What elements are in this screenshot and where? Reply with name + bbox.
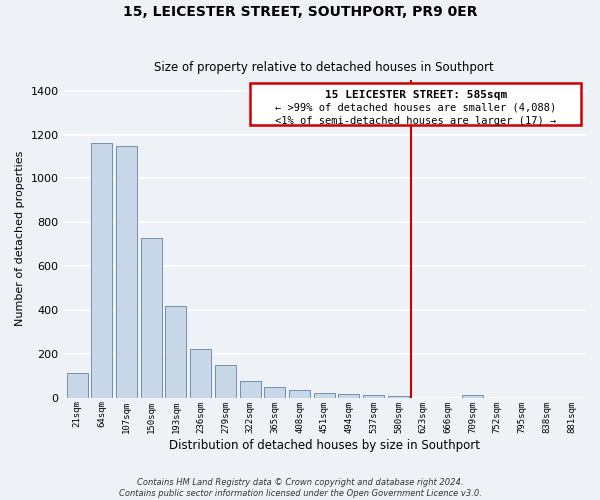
- Bar: [141, 238, 162, 398]
- Bar: [338, 394, 359, 398]
- Text: <1% of semi-detached houses are larger (17) →: <1% of semi-detached houses are larger (…: [275, 116, 556, 126]
- Text: ← >99% of detached houses are smaller (4,088): ← >99% of detached houses are smaller (4…: [275, 103, 556, 113]
- Bar: [239, 381, 260, 398]
- Bar: [388, 396, 409, 398]
- Title: Size of property relative to detached houses in Southport: Size of property relative to detached ho…: [154, 62, 494, 74]
- Bar: [363, 396, 384, 398]
- Bar: [190, 350, 211, 398]
- Bar: [166, 306, 187, 398]
- Bar: [67, 374, 88, 398]
- Text: Contains HM Land Registry data © Crown copyright and database right 2024.
Contai: Contains HM Land Registry data © Crown c…: [119, 478, 481, 498]
- FancyBboxPatch shape: [250, 83, 581, 124]
- Text: 15, LEICESTER STREET, SOUTHPORT, PR9 0ER: 15, LEICESTER STREET, SOUTHPORT, PR9 0ER: [123, 5, 477, 19]
- Bar: [215, 364, 236, 398]
- Bar: [462, 396, 483, 398]
- Y-axis label: Number of detached properties: Number of detached properties: [15, 151, 25, 326]
- Text: 15 LEICESTER STREET: 585sqm: 15 LEICESTER STREET: 585sqm: [325, 90, 507, 100]
- Bar: [116, 146, 137, 398]
- Bar: [265, 386, 286, 398]
- Bar: [289, 390, 310, 398]
- X-axis label: Distribution of detached houses by size in Southport: Distribution of detached houses by size …: [169, 440, 480, 452]
- Bar: [91, 144, 112, 398]
- Bar: [314, 393, 335, 398]
